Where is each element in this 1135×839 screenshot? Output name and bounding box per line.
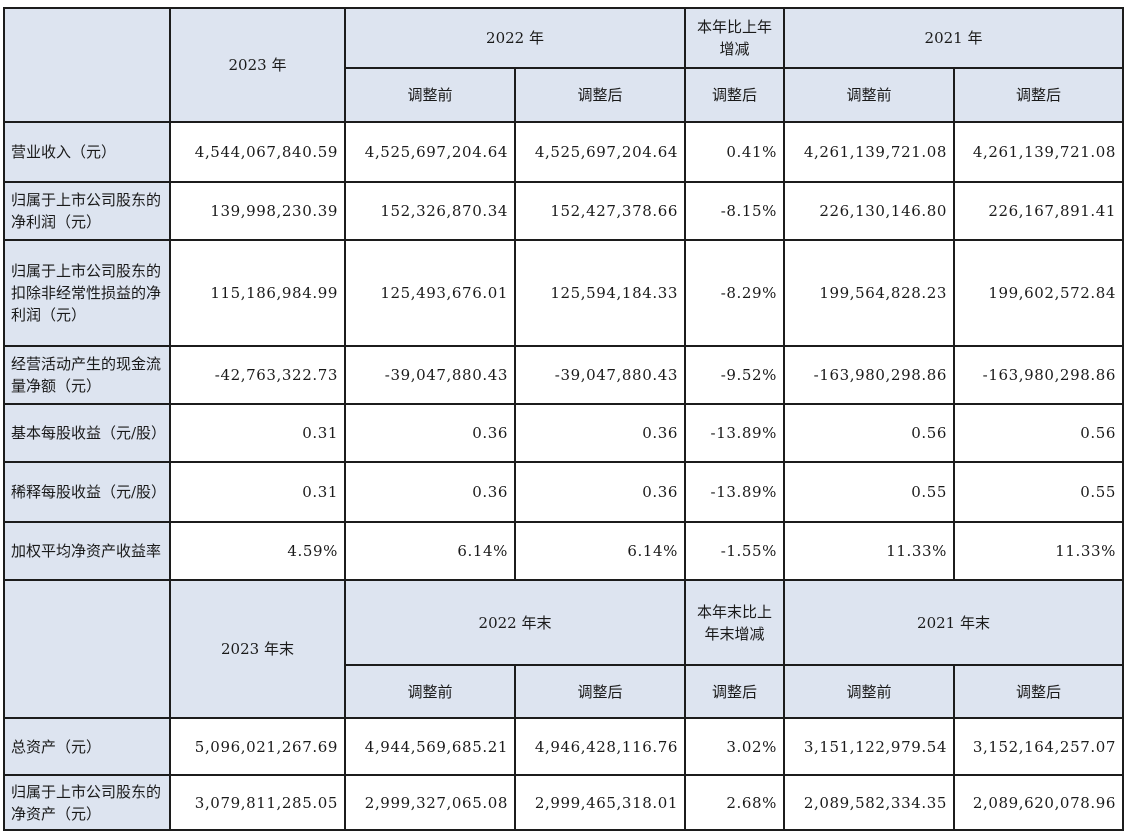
value-2021-before: 0.55: [783, 461, 956, 523]
header1-sub-2022-before: 调整前: [344, 67, 516, 123]
value-2023: 139,998,230.39: [169, 181, 346, 241]
table-row: 归属于上市公司股东的净利润（元） 139,998,230.39 152,326,87…: [3, 181, 1125, 241]
value-2021-after: 0.55: [953, 461, 1125, 523]
value-2022-before: 6.14%: [344, 521, 516, 581]
row-label: 加权平均净资产收益率: [3, 521, 171, 581]
header2-sub-2022-after: 调整后: [513, 664, 687, 719]
header1-sub-change-after: 调整后: [684, 67, 786, 123]
value-2021-after: 4,261,139,721.08: [953, 121, 1125, 183]
header1-col-2023: 2023 年: [169, 7, 346, 123]
value-2021-before: 199,564,828.23: [783, 239, 956, 347]
value-2022-before: 152,326,870.34: [344, 181, 516, 241]
header2-col-2021: 2021 年末: [783, 579, 1125, 666]
row-label: 归属于上市公司股东的扣除非经常性损益的净利润（元）: [3, 239, 171, 347]
table-row: 基本每股收益（元/股） 0.31 0.36 0.36 -13.89% 0.56 0.56: [3, 403, 1125, 463]
header2-sub-2021-before: 调整前: [783, 664, 956, 719]
value-2023: 4.59%: [169, 521, 346, 581]
value-2022-after: 6.14%: [513, 521, 687, 581]
value-2022-before: 0.36: [344, 403, 516, 463]
row-label: 营业收入（元）: [3, 121, 171, 183]
header2-sub-change-after: 调整后: [684, 664, 786, 719]
value-change: -8.29%: [684, 239, 786, 347]
header1-sub-2021-after: 调整后: [953, 67, 1125, 123]
value-change: -1.55%: [684, 521, 786, 581]
value-2023: 5,096,021,267.69: [169, 717, 346, 776]
header2-col-2022: 2022 年末: [343, 579, 687, 666]
value-2021-after: 2,089,620,078.96: [953, 774, 1125, 831]
value-2022-before: 0.36: [344, 461, 516, 523]
value-2022-after: 4,946,428,116.76: [513, 717, 687, 776]
row-label: 经营活动产生的现金流量净额（元）: [3, 345, 171, 405]
value-2021-after: 11.33%: [953, 521, 1125, 581]
value-2023: 0.31: [169, 461, 346, 523]
header1-col-2022: 2022 年: [343, 7, 687, 69]
header1-sub-2021-before: 调整前: [783, 67, 956, 123]
value-2022-after: -39,047,880.43: [513, 345, 687, 405]
header1-subheader-row: 调整前 调整后 调整后 调整前 调整后: [4, 67, 1125, 123]
value-2021-after: 3,152,164,257.07: [953, 717, 1125, 776]
table-row: 加权平均净资产收益率 4.59% 6.14% 6.14% -1.55% 11.33% 11.…: [3, 521, 1125, 581]
value-2023: 0.31: [169, 403, 346, 463]
header2-subheader-row: 调整前 调整后 调整后 调整前 调整后: [4, 664, 1125, 719]
table-row: 稀释每股收益（元/股） 0.31 0.36 0.36 -13.89% 0.55 0.55: [3, 461, 1125, 523]
value-2021-before: 0.56: [783, 403, 956, 463]
financial-summary-table: 2023 年 2022 年本年比上年增减 2021 年调整前 调整后 调整后 调整前 调整后…: [3, 7, 1125, 831]
value-change: -9.52%: [684, 345, 786, 405]
value-2021-before: -163,980,298.86: [783, 345, 956, 405]
value-2021-before: 3,151,122,979.54: [783, 717, 956, 776]
value-change: 3.02%: [684, 717, 786, 776]
value-2023: 3,079,811,285.05: [169, 774, 346, 831]
value-2022-before: -39,047,880.43: [344, 345, 516, 405]
row-label: 基本每股收益（元/股）: [3, 403, 171, 463]
table-row: 营业收入（元） 4,544,067,840.59 4,525,697,204.64 4…: [3, 121, 1125, 183]
value-2022-after: 4,525,697,204.64: [513, 121, 687, 183]
row-label: 归属于上市公司股东的净利润（元）: [3, 181, 171, 241]
header2-sub-2022-before: 调整前: [344, 664, 516, 719]
value-2022-before: 4,944,569,685.21: [344, 717, 516, 776]
value-2021-before: 4,261,139,721.08: [783, 121, 956, 183]
header2-header-row: 2023 年末 2022 年末 本年末比上年末增减 2021 年末: [3, 579, 1125, 719]
value-2022-after: 2,999,465,318.01: [513, 774, 687, 831]
value-2022-after: 125,594,184.33: [513, 239, 687, 347]
value-2021-before: 2,089,582,334.35: [783, 774, 956, 831]
header1-header-row: 2023 年 2022 年本年比上年增减 2021 年: [3, 7, 1125, 123]
table-row: 经营活动产生的现金流量净额（元） -42,763,322.73 -39,047,88…: [3, 345, 1125, 405]
value-2022-after: 152,427,378.66: [513, 181, 687, 241]
value-2022-after: 0.36: [513, 461, 687, 523]
value-change: -13.89%: [684, 461, 786, 523]
header2-corner-cell: [3, 579, 171, 719]
value-2021-before: 226,130,146.80: [783, 181, 956, 241]
value-change: -13.89%: [684, 403, 786, 463]
value-2021-after: 0.56: [953, 403, 1125, 463]
table-row: 总资产（元） 5,096,021,267.69 4,944,569,685.21 4,…: [3, 717, 1125, 776]
value-2022-after: 0.36: [513, 403, 687, 463]
value-change: 0.41%: [684, 121, 786, 183]
value-2023: -42,763,322.73: [169, 345, 346, 405]
header1-corner-cell: [3, 7, 171, 123]
value-2023: 4,544,067,840.59: [169, 121, 346, 183]
header1-col-change: 本年比上年增减: [684, 7, 786, 69]
value-2022-before: 4,525,697,204.64: [344, 121, 516, 183]
header1-sub-2022-after: 调整后: [513, 67, 687, 123]
value-change: -8.15%: [684, 181, 786, 241]
header2-sub-2021-after: 调整后: [953, 664, 1125, 719]
row-label: 稀释每股收益（元/股）: [3, 461, 171, 523]
value-2021-after: 199,602,572.84: [953, 239, 1125, 347]
header1-col-2021: 2021 年: [783, 7, 1125, 69]
value-2021-after: 226,167,891.41: [953, 181, 1125, 241]
value-2021-before: 11.33%: [783, 521, 956, 581]
value-2023: 115,186,984.99: [169, 239, 346, 347]
row-label: 归属于上市公司股东的净资产（元）: [3, 774, 171, 831]
value-change: 2.68%: [684, 774, 786, 831]
header2-col-change: 本年末比上年末增减: [684, 579, 786, 666]
table-row: 归属于上市公司股东的扣除非经常性损益的净利润（元） 115,186,984.99 1…: [3, 239, 1125, 347]
value-2022-before: 2,999,327,065.08: [344, 774, 516, 831]
table-row: 归属于上市公司股东的净资产（元） 3,079,811,285.05 2,999,32…: [3, 774, 1125, 831]
value-2021-after: -163,980,298.86: [953, 345, 1125, 405]
row-label: 总资产（元）: [3, 717, 171, 776]
value-2022-before: 125,493,676.01: [344, 239, 516, 347]
header2-col-2023: 2023 年末: [169, 579, 346, 719]
